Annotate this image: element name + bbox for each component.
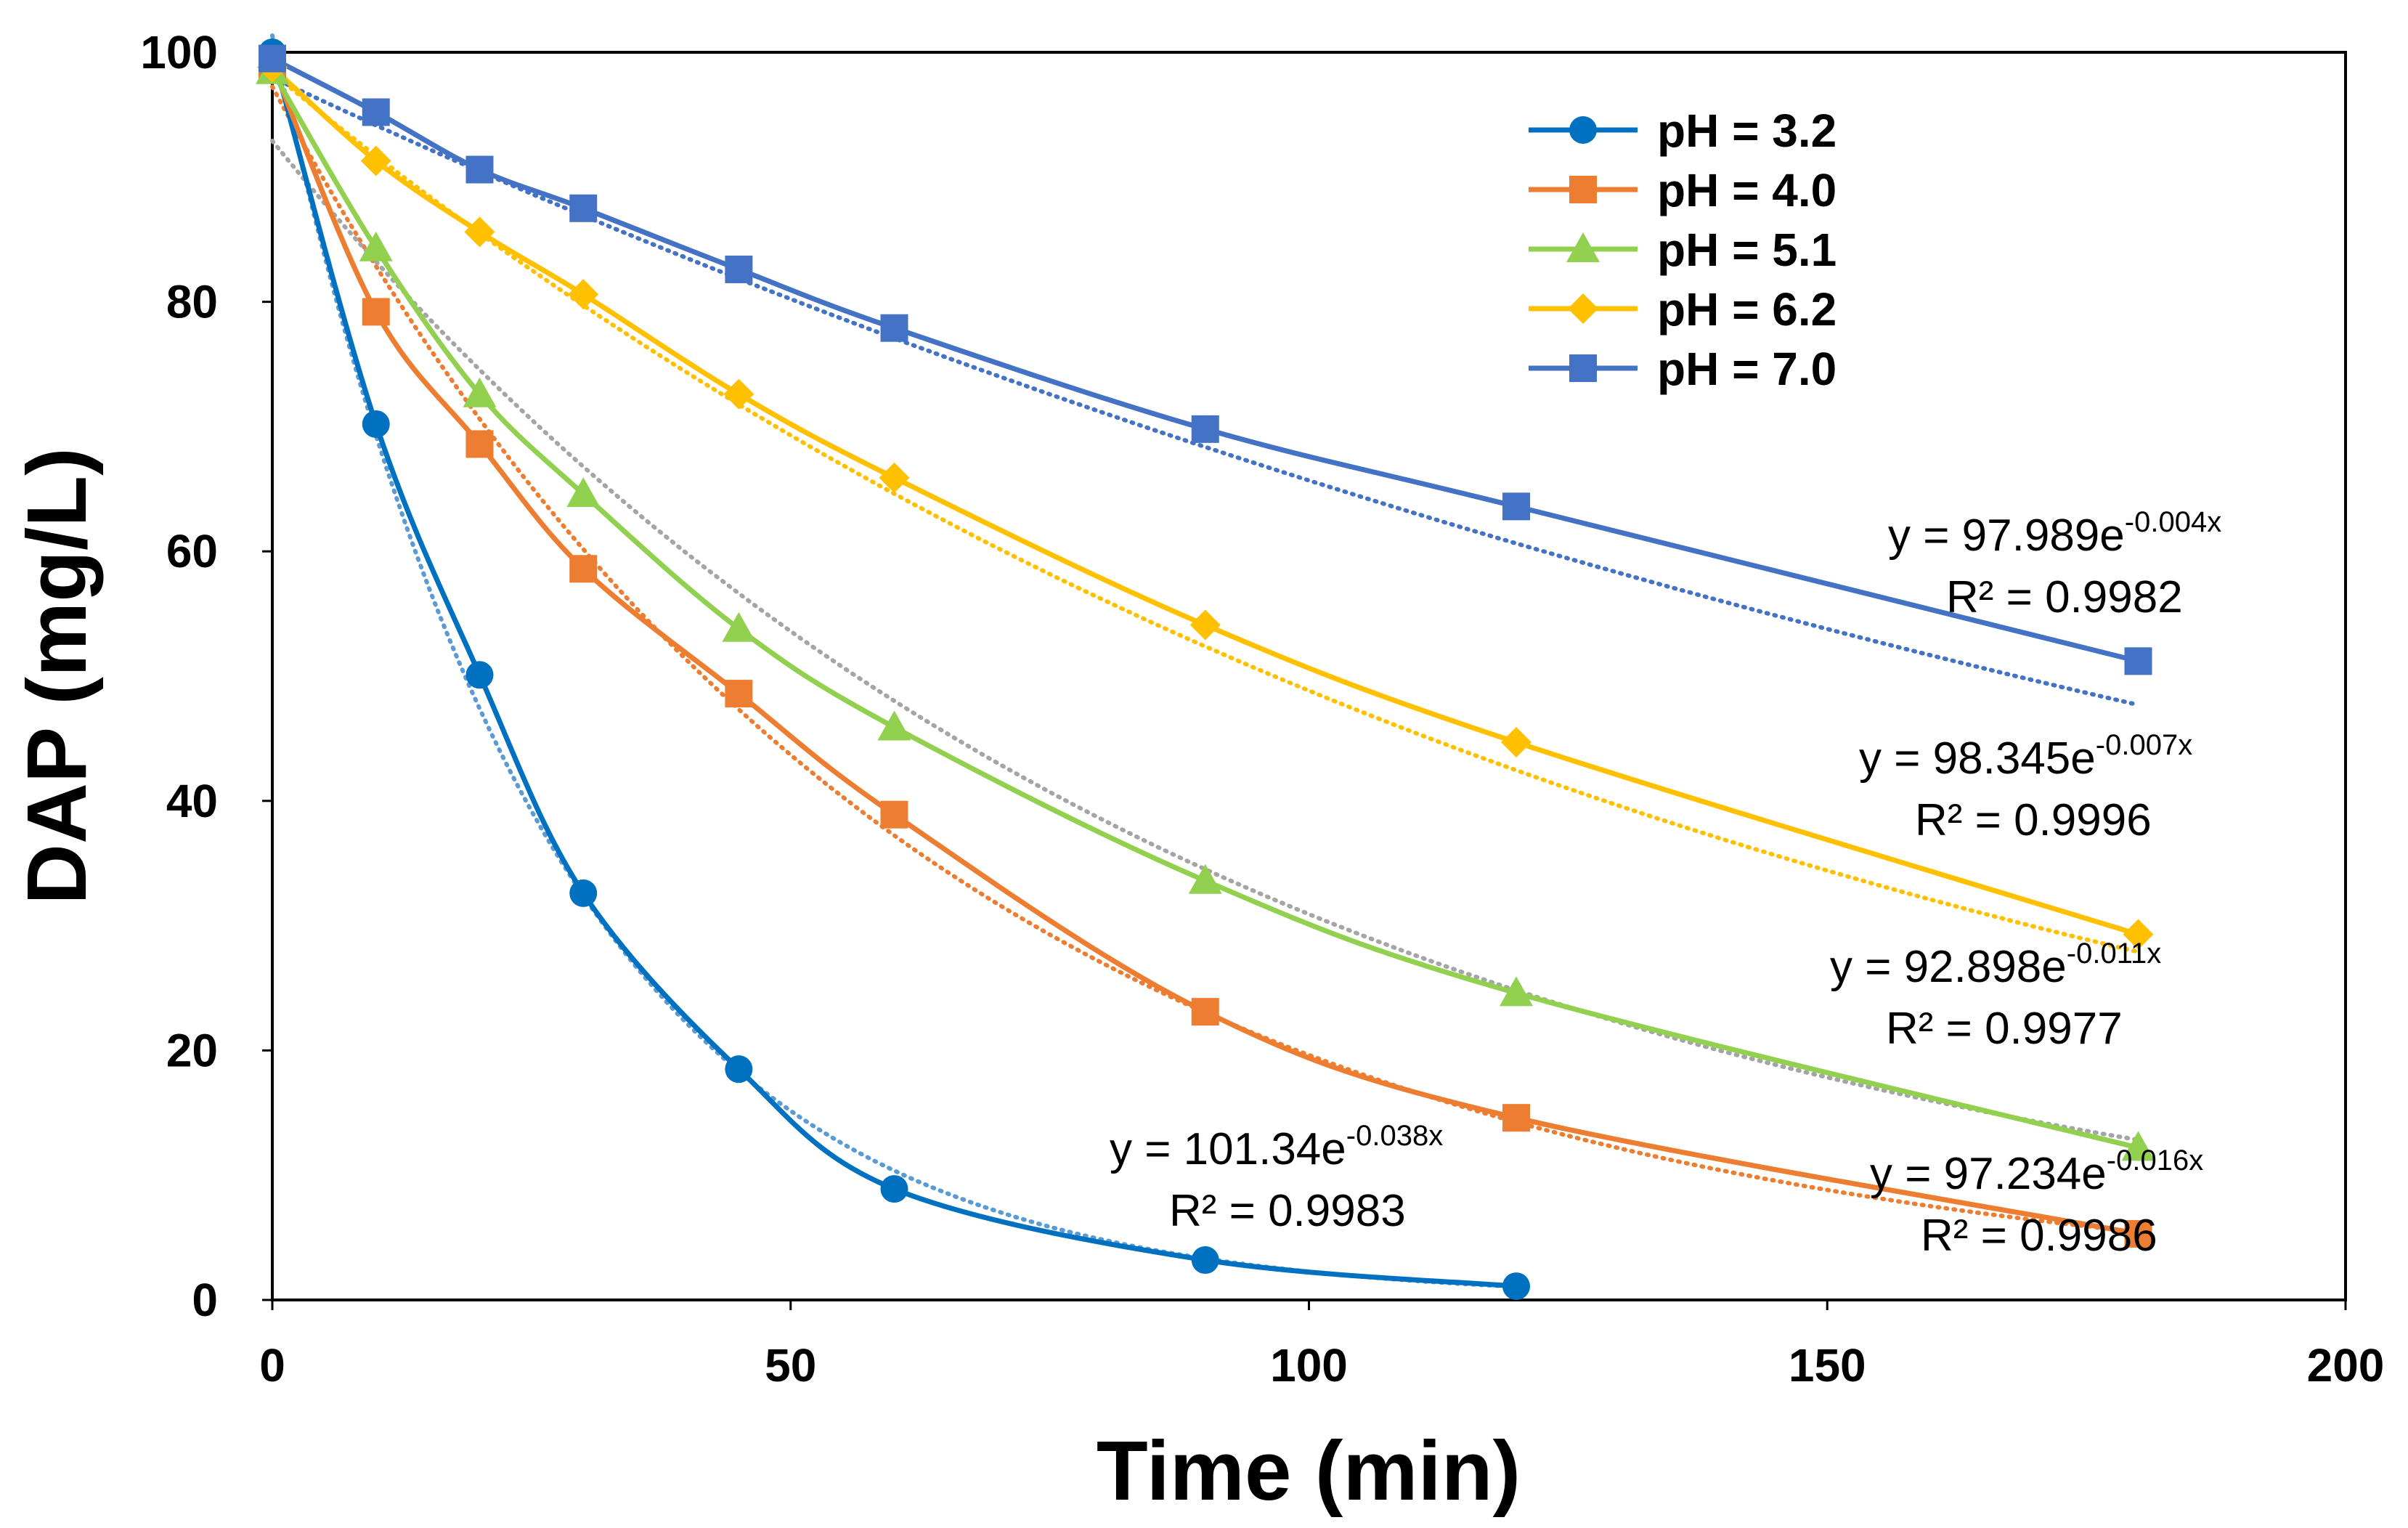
fit-equation-ph-6-2: y = 98.345e-0.007x bbox=[1859, 729, 2192, 784]
data-point-ph-7-0 bbox=[259, 44, 286, 73]
data-point-ph-6-2 bbox=[1189, 609, 1221, 641]
legend-marker-ph-5-1 bbox=[1566, 232, 1600, 262]
fit-equation-exponent: -0.007x bbox=[2096, 729, 2192, 761]
x-axis-ticks: 0 50 100 150 200 bbox=[259, 1300, 2384, 1391]
trendline-ph-6-2 bbox=[270, 70, 2141, 954]
fit-equation-ph-4-0: y = 97.234e-0.016x bbox=[1870, 1145, 2203, 1199]
legend-label-ph-6-2: pH = 6.2 bbox=[1657, 283, 1836, 336]
data-point-ph-7-0 bbox=[880, 314, 908, 342]
data-point-ph-3-2 bbox=[569, 879, 598, 907]
plot-area bbox=[271, 51, 2347, 1301]
data-point-ph-6-2 bbox=[360, 145, 391, 176]
y-axis-ticks: 0 20 40 60 80 100 bbox=[140, 26, 272, 1326]
x-tick-label: 0 bbox=[259, 1339, 285, 1391]
data-point-ph-7-0 bbox=[725, 255, 753, 283]
fit-equation-base: y = 97.989e bbox=[1888, 511, 2125, 561]
series-line-ph-4-0 bbox=[269, 63, 2139, 1237]
data-point-ph-3-2 bbox=[465, 661, 494, 689]
fit-equation-exponent: -0.038x bbox=[1346, 1120, 1443, 1152]
series-markers bbox=[256, 38, 2155, 1301]
fit-equation-base: y = 98.345e bbox=[1859, 733, 2096, 784]
fit-equations: y = 101.34e-0.038x R² = 0.9983 y = 97.234e… bbox=[1110, 506, 2221, 1261]
x-tick-label: 200 bbox=[2307, 1339, 2385, 1391]
legend-marker-ph-7-0 bbox=[1569, 354, 1597, 382]
y-axis-title: DAP (mg/L) bbox=[9, 447, 104, 904]
data-point-ph-5-1 bbox=[722, 611, 756, 642]
fit-equation-ph-5-1: y = 92.898e-0.011x bbox=[1830, 938, 2161, 992]
fit-equation-base: y = 92.898e bbox=[1830, 942, 2067, 992]
y-tick-label: 60 bbox=[166, 525, 218, 577]
legend-label-ph-4-0: pH = 4.0 bbox=[1657, 164, 1836, 216]
data-point-ph-4-0 bbox=[569, 555, 598, 583]
y-tick-label: 80 bbox=[166, 276, 218, 328]
fit-equation-base: y = 101.34e bbox=[1110, 1124, 1346, 1174]
fit-equation-exponent: -0.011x bbox=[2067, 938, 2161, 970]
data-point-ph-7-0 bbox=[2124, 647, 2152, 675]
fit-r2-ph-6-2: R² = 0.9996 bbox=[1915, 795, 2152, 845]
y-tick-label: 0 bbox=[192, 1274, 218, 1326]
data-point-ph-6-2 bbox=[1501, 727, 1532, 758]
data-point-ph-5-1 bbox=[566, 477, 601, 508]
fit-r2-ph-5-1: R² = 0.9977 bbox=[1886, 1004, 2123, 1054]
data-point-ph-4-0 bbox=[1502, 1104, 1530, 1132]
data-point-ph-5-1 bbox=[1500, 976, 1533, 1007]
legend-label-ph-5-1: pH = 5.1 bbox=[1657, 224, 1836, 276]
data-point-ph-5-1 bbox=[2121, 1131, 2155, 1161]
x-tick-label: 150 bbox=[1789, 1339, 1866, 1391]
x-axis-title: Time (min) bbox=[1097, 1423, 1521, 1518]
fit-equation-exponent: -0.004x bbox=[2125, 506, 2221, 538]
fit-r2-ph-4-0: R² = 0.9986 bbox=[1921, 1211, 2157, 1261]
data-point-ph-5-1 bbox=[463, 377, 497, 407]
data-point-ph-4-0 bbox=[1191, 998, 1219, 1026]
data-point-ph-3-2 bbox=[880, 1175, 908, 1203]
data-point-ph-5-1 bbox=[1188, 863, 1222, 894]
data-point-ph-7-0 bbox=[465, 155, 494, 184]
legend-label-ph-3-2: pH = 3.2 bbox=[1657, 105, 1836, 157]
legend-marker-ph-3-2 bbox=[1569, 116, 1597, 144]
fit-equation-ph-3-2: y = 101.34e-0.038x bbox=[1110, 1120, 1443, 1174]
y-tick-label: 100 bbox=[140, 26, 218, 78]
data-point-ph-3-2 bbox=[1191, 1246, 1219, 1275]
data-point-ph-5-1 bbox=[877, 710, 911, 741]
data-point-ph-6-2 bbox=[464, 216, 495, 248]
data-point-ph-4-0 bbox=[880, 800, 908, 829]
trendline-ph-7-0 bbox=[270, 75, 2141, 707]
data-point-ph-3-2 bbox=[725, 1055, 753, 1084]
data-point-ph-7-0 bbox=[1502, 492, 1530, 521]
x-tick-label: 50 bbox=[765, 1339, 816, 1391]
data-point-ph-5-1 bbox=[359, 231, 393, 261]
data-point-ph-7-0 bbox=[362, 98, 390, 126]
data-point-ph-4-0 bbox=[2124, 1219, 2152, 1248]
data-point-ph-3-2 bbox=[1502, 1272, 1530, 1301]
data-point-ph-4-0 bbox=[465, 430, 494, 458]
legend: pH = 3.2 pH = 4.0 pH = 5.1 pH = 6.2 pH = 7.0 bbox=[1529, 105, 1836, 395]
y-tick-label: 40 bbox=[166, 775, 218, 827]
fit-r2-ph-7-0: R² = 0.9982 bbox=[1946, 572, 2183, 622]
y-tick-label: 20 bbox=[166, 1024, 218, 1076]
legend-marker-ph-4-0 bbox=[1569, 176, 1597, 203]
data-point-ph-6-2 bbox=[879, 462, 910, 493]
data-point-ph-4-0 bbox=[725, 680, 753, 708]
fit-equation-exponent: -0.016x bbox=[2107, 1145, 2203, 1177]
trendline-ph-5-1 bbox=[270, 139, 2141, 1142]
fit-r2-ph-3-2: R² = 0.9983 bbox=[1169, 1186, 1406, 1236]
data-point-ph-3-2 bbox=[362, 410, 390, 438]
fit-equation-base: y = 97.234e bbox=[1870, 1149, 2107, 1199]
data-point-ph-4-0 bbox=[362, 298, 390, 326]
x-tick-label: 100 bbox=[1270, 1339, 1348, 1391]
data-point-ph-7-0 bbox=[1191, 415, 1219, 443]
data-point-ph-7-0 bbox=[569, 194, 598, 222]
data-point-ph-6-2 bbox=[568, 279, 599, 310]
data-point-ph-6-2 bbox=[2123, 919, 2154, 950]
legend-marker-ph-6-2 bbox=[1568, 293, 1598, 324]
series-line-ph-5-1 bbox=[269, 70, 2139, 1150]
fit-equation-ph-7-0: y = 97.989e-0.004x bbox=[1888, 506, 2221, 561]
data-point-ph-6-2 bbox=[723, 378, 754, 410]
legend-label-ph-7-0: pH = 7.0 bbox=[1657, 343, 1836, 395]
